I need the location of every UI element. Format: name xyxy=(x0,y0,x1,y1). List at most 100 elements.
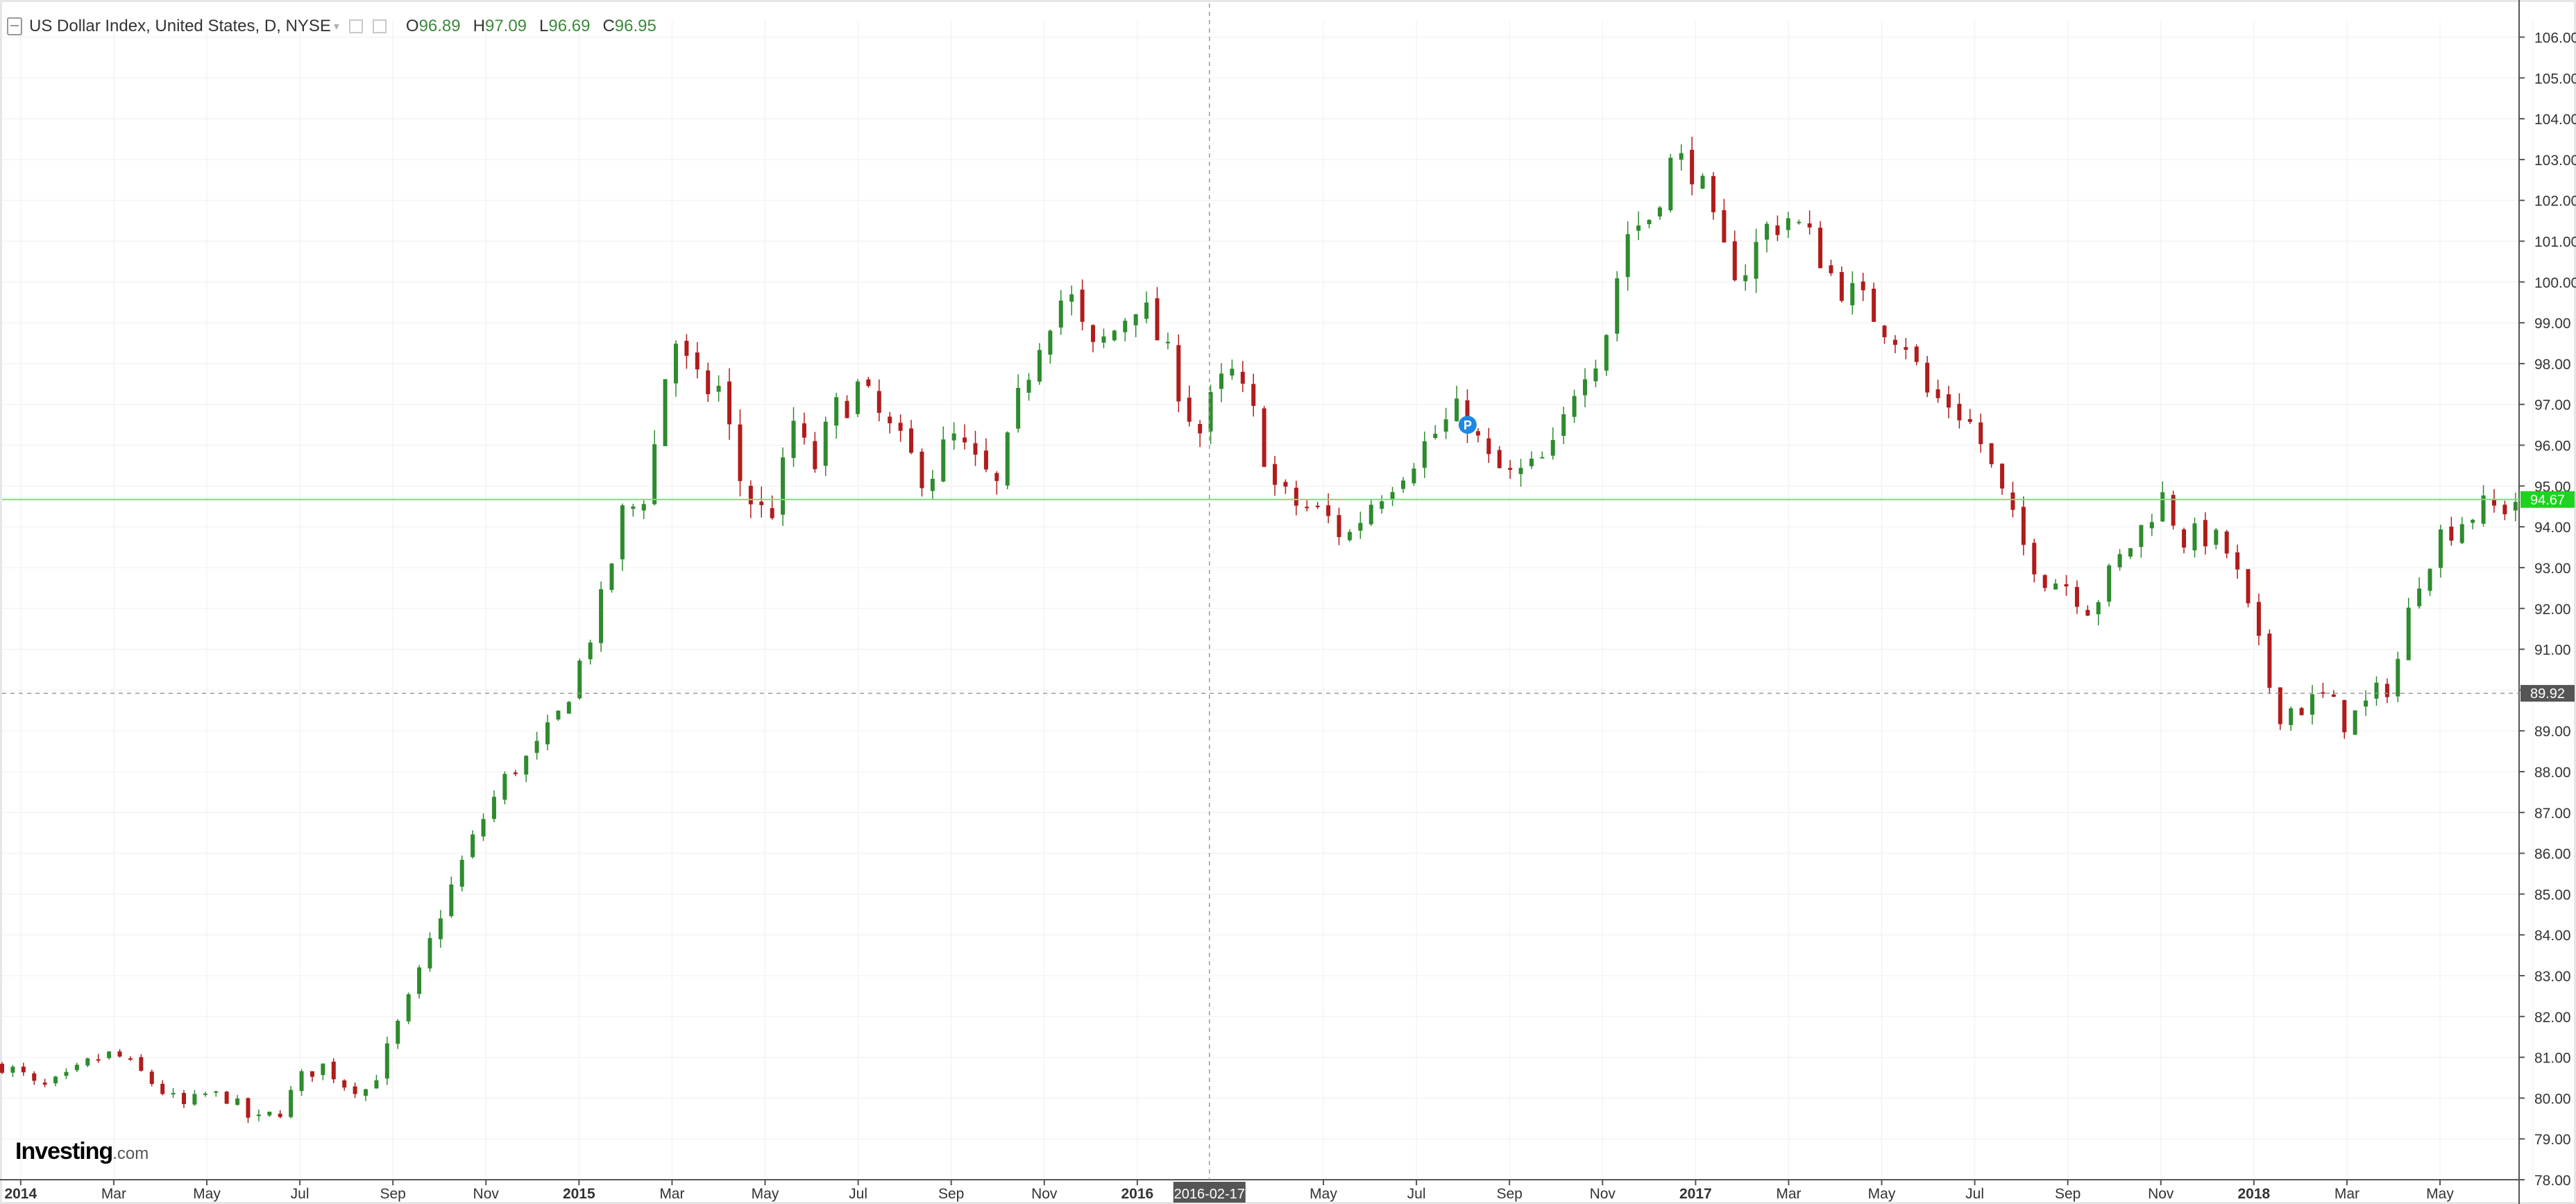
candle-up xyxy=(855,381,860,414)
candle-up xyxy=(2149,522,2154,529)
candle-down xyxy=(802,423,806,438)
y-tick-label: 101.00 xyxy=(2534,235,2576,251)
candle-down xyxy=(246,1098,251,1118)
candle-up xyxy=(781,457,786,515)
candle-up xyxy=(1037,350,1042,382)
candle-down xyxy=(1807,223,1812,228)
candle-up xyxy=(2353,710,2357,735)
candle-up xyxy=(471,834,475,858)
crosshair-price-label: 89.92 xyxy=(2530,686,2565,702)
candle-up xyxy=(951,433,956,441)
candle-up xyxy=(1518,468,1523,475)
candle-up xyxy=(364,1089,368,1096)
candle-down xyxy=(866,379,871,387)
candle-up xyxy=(1593,368,1598,382)
candle-up xyxy=(556,711,561,720)
x-tick-label: 2018 xyxy=(2237,1186,2270,1202)
candle-up xyxy=(1797,221,1802,223)
candle-up xyxy=(534,740,539,753)
candle-down xyxy=(983,450,988,470)
candle-up xyxy=(481,819,486,837)
candle-down xyxy=(1818,228,1823,269)
candle-up xyxy=(256,1114,261,1117)
candle-down xyxy=(342,1080,347,1088)
candle-down xyxy=(2224,531,2229,554)
candle-up xyxy=(74,1065,79,1071)
candle-down xyxy=(2278,687,2282,724)
candle-down xyxy=(2032,543,2037,575)
y-tick-label: 105.00 xyxy=(2534,71,2576,87)
candle-down xyxy=(1251,384,1256,406)
candle-down xyxy=(2042,575,2047,588)
candle-down xyxy=(888,416,892,423)
y-tick-label: 102.00 xyxy=(2534,194,2576,210)
candle-down xyxy=(684,341,689,356)
candle-up xyxy=(192,1094,197,1105)
candle-up xyxy=(1230,368,1235,376)
candle-up xyxy=(2160,492,2165,522)
candle-up xyxy=(1657,207,1662,217)
candle-down xyxy=(2021,507,2026,545)
ohlc-close: C96.95 xyxy=(602,17,656,35)
candle-up xyxy=(427,938,432,969)
candle-down xyxy=(876,391,881,413)
candle-up xyxy=(459,860,464,887)
candle-down xyxy=(513,772,518,774)
candle-up xyxy=(53,1076,58,1084)
candle-up xyxy=(2513,502,2518,511)
candle-down xyxy=(1497,450,1502,468)
candle-down xyxy=(224,1092,229,1104)
y-tick-label: 82.00 xyxy=(2534,1010,2571,1026)
candle-up xyxy=(1026,380,1031,393)
candle-down xyxy=(759,501,764,505)
candle-up xyxy=(1529,458,1534,466)
y-tick-label: 81.00 xyxy=(2534,1051,2571,1067)
candle-up xyxy=(214,1091,219,1093)
candle-down xyxy=(0,1063,4,1073)
x-tick-label: 2016 xyxy=(1121,1186,1153,1202)
candle-up xyxy=(834,397,839,426)
candle-down xyxy=(139,1057,144,1071)
series-menu-icon[interactable] xyxy=(7,17,22,35)
candle-down xyxy=(1711,176,1715,212)
candle-up xyxy=(588,642,593,659)
candle-up xyxy=(2053,583,2058,590)
candle-down xyxy=(1989,443,1994,464)
x-tick-label: Nov xyxy=(1590,1186,1616,1202)
candle-up xyxy=(1005,432,1010,486)
ohlc-open: O96.89 xyxy=(405,17,461,35)
x-tick-label: May xyxy=(752,1186,779,1202)
candle-down xyxy=(2492,499,2497,506)
candle-up xyxy=(1754,241,1759,279)
candle-down xyxy=(2449,526,2454,541)
candle-up xyxy=(2417,588,2422,607)
candle-up xyxy=(577,661,582,699)
candle-down xyxy=(1486,438,1491,455)
candle-down xyxy=(1240,371,1245,384)
candle-down xyxy=(1690,149,1695,185)
y-tick-label: 97.00 xyxy=(2534,398,2571,414)
candle-up xyxy=(64,1071,69,1076)
settings-icon[interactable] xyxy=(348,19,363,33)
candle-up xyxy=(1016,387,1021,429)
chevron-down-icon[interactable]: ▾ xyxy=(333,21,339,33)
x-tick-label: 2014 xyxy=(4,1186,37,1202)
x-tick-label: 2015 xyxy=(563,1186,595,1202)
candle-up xyxy=(823,421,828,466)
candle-down xyxy=(1904,347,1908,350)
candle-up xyxy=(1540,457,1545,459)
candle-down xyxy=(1091,325,1096,342)
candle-down xyxy=(310,1071,314,1077)
x-tick-label: Mar xyxy=(659,1186,684,1202)
y-tick-label: 96.00 xyxy=(2534,439,2571,455)
candle-up xyxy=(1412,468,1416,484)
close-icon[interactable] xyxy=(372,19,387,33)
candle-up xyxy=(2459,524,2464,543)
candle-up xyxy=(673,344,678,384)
candle-up xyxy=(1123,321,1128,332)
candle-down xyxy=(2203,520,2208,547)
x-tick-label: May xyxy=(2426,1186,2454,1202)
candle-down xyxy=(2171,495,2176,526)
candle-up xyxy=(396,1021,400,1044)
